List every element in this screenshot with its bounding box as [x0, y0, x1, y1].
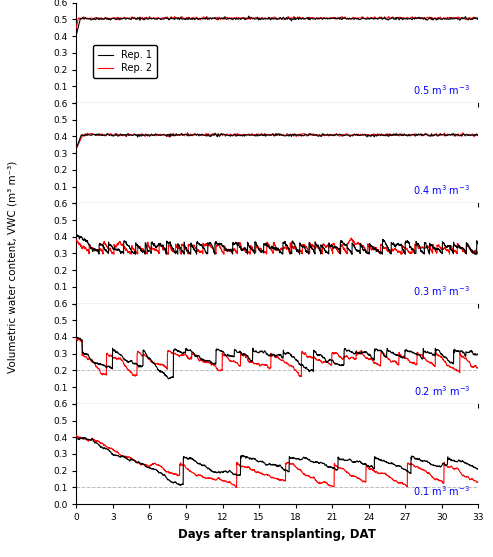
Text: 0.2 m$^3$ m$^{-3}$: 0.2 m$^3$ m$^{-3}$	[414, 384, 470, 398]
Legend: Rep. 1, Rep. 2: Rep. 1, Rep. 2	[93, 46, 157, 78]
Text: 0.1 m$^3$ m$^{-3}$: 0.1 m$^3$ m$^{-3}$	[413, 484, 470, 498]
Text: Volumetric water content, VWC (m³ m⁻³): Volumetric water content, VWC (m³ m⁻³)	[7, 161, 17, 374]
X-axis label: Days after transplanting, DAT: Days after transplanting, DAT	[178, 527, 376, 541]
Text: 0.4 m$^3$ m$^{-3}$: 0.4 m$^3$ m$^{-3}$	[413, 183, 470, 197]
Text: 0.5 m$^3$ m$^{-3}$: 0.5 m$^3$ m$^{-3}$	[413, 83, 470, 97]
Text: 0.3 m$^3$ m$^{-3}$: 0.3 m$^3$ m$^{-3}$	[413, 284, 470, 297]
